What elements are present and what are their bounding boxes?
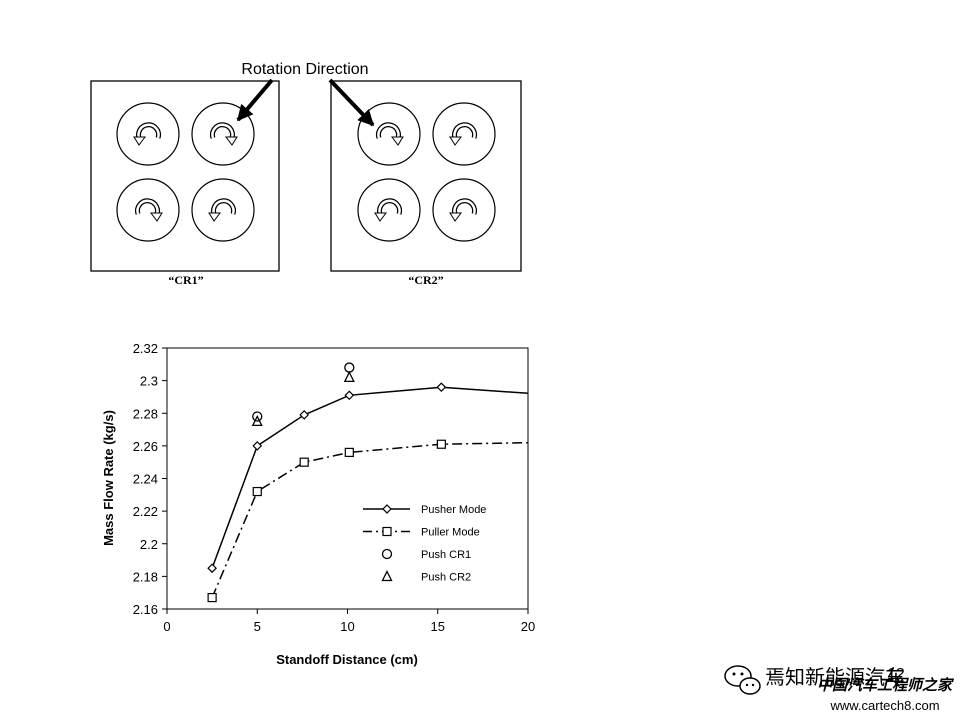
data-point [436,439,446,449]
data-point [252,411,263,422]
cr1-panel [90,80,280,272]
chart: 0 5 10 15 20 2.16 2.18 2.2 2.22 2.24 2.26 2.28 2.3 2.… [101,341,535,667]
counterclockwise-arrow-icon [374,198,402,222]
watermark-account: 焉知新能源汽车 [765,666,905,689]
plot-frame [166,347,529,610]
y-axis-title: Mass Flow Rate (kg/s) [101,410,116,546]
rotor [116,102,180,166]
y-tick-label: 2.22 [133,504,158,519]
legend-item: Push CR1 [381,548,471,561]
legend-label: Push CR2 [421,572,471,584]
rotor [116,178,180,242]
legend-item: Push CR2 [381,570,471,584]
data-point [252,486,262,497]
data-point [343,370,355,383]
series-line [211,441,529,598]
data-point [344,390,355,401]
legend-item: Puller Mode [363,527,480,539]
counterclockwise-arrow-icon [449,198,477,222]
page-number: 12 [887,666,905,683]
counterclockwise-arrow-icon [208,198,236,222]
wechat-icon [724,665,761,695]
data-point [344,447,354,457]
legend-marker [381,570,393,582]
rotor-group [116,102,496,242]
rotor [432,102,496,166]
data-point [251,414,263,427]
rotor [432,178,496,242]
y-tick-label: 2.24 [133,472,158,487]
data-point [299,457,309,467]
y-tick-label: 2.26 [133,439,158,454]
axis-ticks: 0 5 10 15 20 2.16 2.18 2.2 2.22 2.24 2.26 2.28 2.3 2.… [133,341,536,634]
series-line [211,386,529,569]
y-tick-label: 2.28 [133,406,158,421]
legend: Pusher Mode Puller Mode Push CR1 Push CR2 [363,504,486,584]
x-axis-title: Standoff Distance (cm) [276,652,418,667]
cr2-panel [330,80,522,272]
watermark-url: www.cartech8.com [829,698,939,713]
y-tick-label: 2.18 [133,569,158,584]
annotation-arrow-right [328,78,375,127]
rotor [357,178,421,242]
y-tick-label: 2.16 [133,602,158,617]
annotation-arrow-left [236,78,274,122]
clockwise-arrow-icon [210,122,238,146]
y-tick-label: 2.32 [133,341,158,356]
clockwise-arrow-icon [135,198,163,222]
legend-item: Pusher Mode [363,504,486,516]
data-point [252,441,263,451]
rotor [357,102,421,166]
rotation-direction-annotation: Rotation Direction [241,61,368,78]
data-point [207,563,217,574]
legend-marker [382,504,392,514]
legend-label: Puller Mode [421,527,480,539]
x-tick-label: 0 [163,619,170,634]
y-tick-label: 2.2 [140,537,158,552]
x-tick-label: 20 [521,619,535,634]
y-tick-label: 2.3 [140,374,158,389]
counterclockwise-arrow-icon [133,122,161,146]
clockwise-arrow-icon [376,122,404,146]
rotor [191,178,255,242]
data-point [299,410,310,420]
footer: 焉知新能源汽车 12 中国汽车工程师之家 www.cartech8.com [724,665,955,713]
x-tick-label: 5 [254,619,261,634]
cr2-label: “CR2” [408,273,443,287]
cr1-label: “CR1” [168,273,203,287]
legend-marker [381,548,393,560]
x-tick-label: 15 [431,619,445,634]
x-tick-label: 10 [340,619,354,634]
legend-marker [382,526,392,537]
legend-label: Push CR1 [421,549,471,561]
series-points [207,362,447,603]
counterclockwise-arrow-icon [449,122,477,146]
rotor-diagram: Rotation Direction “CR1” “CR2” [90,61,522,287]
data-point [344,362,355,373]
series-lines [211,386,529,598]
data-point [207,592,217,603]
rotor [191,102,255,166]
data-point [436,382,447,392]
watermark-site-name: 中国汽车工程师之家 [817,676,955,694]
legend-label: Pusher Mode [421,504,486,516]
